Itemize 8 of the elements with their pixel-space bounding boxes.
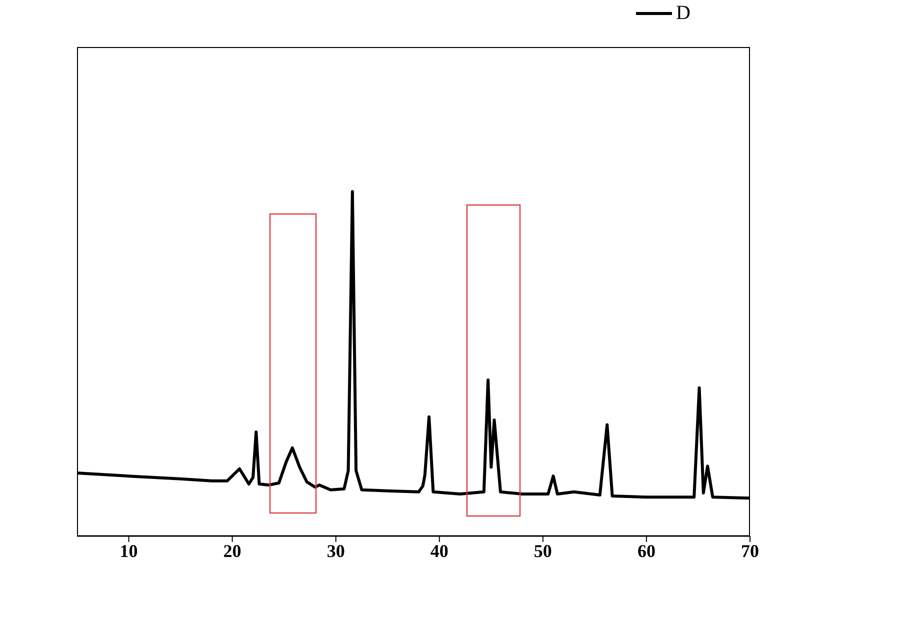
x-tick-label: 60: [637, 540, 656, 561]
x-tick-label: 10: [120, 540, 138, 561]
legend-label: D: [676, 2, 690, 25]
x-tick-label: 50: [534, 540, 552, 561]
x-tick-label: 20: [223, 540, 242, 561]
x-tick-label: 70: [741, 540, 759, 561]
x-tick-label: 40: [430, 540, 448, 561]
x-tick-label: 30: [326, 540, 345, 561]
